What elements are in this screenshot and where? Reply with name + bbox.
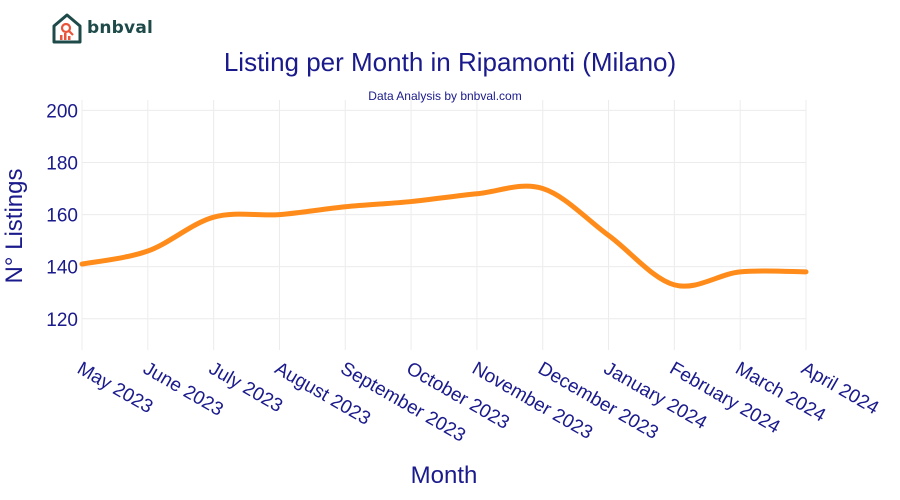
chart-subtitle: Data Analysis by bnbval.com [368, 89, 521, 103]
y-tick-label: 120 [46, 310, 78, 331]
series-line [79, 183, 809, 289]
y-tick-label: 180 [46, 154, 78, 175]
grid [81, 100, 807, 350]
house-icon [52, 13, 82, 44]
logo-text: bnbval [87, 18, 154, 38]
x-axis-title: Month [411, 462, 478, 489]
y-axis-ticks: 120 140 160 180 200 [46, 101, 78, 330]
y-axis-title: N° Listings [1, 169, 28, 284]
y-tick-label: 140 [46, 258, 78, 279]
y-tick-label: 200 [46, 101, 78, 122]
y-tick-label: 160 [46, 206, 78, 227]
series-layer [79, 183, 809, 289]
bnbval-logo: bnbval [52, 12, 153, 44]
x-tick-label: February 2024 [666, 358, 784, 438]
chart-title: Listing per Month in Ripamonti (Milano) [224, 47, 676, 77]
